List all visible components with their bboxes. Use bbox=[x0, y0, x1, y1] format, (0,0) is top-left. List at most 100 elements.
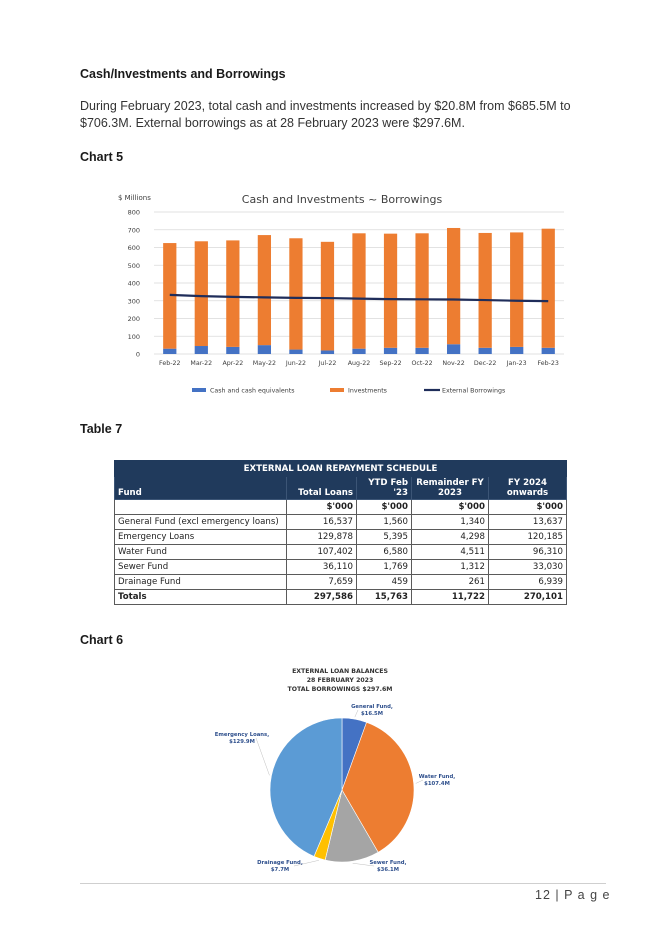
row-fy2024: 96,310 bbox=[488, 544, 567, 560]
table-title-row: EXTERNAL LOAN REPAYMENT SCHEDULE bbox=[114, 460, 567, 477]
row-fund: Emergency Loans bbox=[114, 529, 287, 545]
loan-repayment-table: EXTERNAL LOAN REPAYMENT SCHEDULE Fund To… bbox=[114, 460, 567, 605]
row-remainder: 4,298 bbox=[411, 529, 489, 545]
bar-investments bbox=[352, 233, 366, 349]
row-ytd: 1,769 bbox=[356, 559, 412, 575]
chart6-slices bbox=[269, 717, 415, 863]
row-ytd: 5,395 bbox=[356, 529, 412, 545]
unit-cell-blank bbox=[114, 499, 287, 515]
page-number: 12 | P a g e bbox=[535, 888, 611, 902]
unit-cell: $'000 bbox=[411, 499, 489, 515]
bar-investments bbox=[510, 232, 524, 347]
legend-swatch bbox=[192, 388, 206, 392]
table-row: General Fund (excl emergency loans) 16,5… bbox=[114, 514, 567, 530]
header-remainder-line1: Remainder FY bbox=[416, 478, 484, 488]
bar-investments bbox=[446, 227, 461, 345]
row-ytd: 459 bbox=[356, 574, 412, 590]
section-heading: Cash/Investments and Borrowings bbox=[80, 67, 286, 81]
legend-swatch bbox=[330, 388, 344, 392]
chart6-title-line-3: TOTAL BORROWINGS $297.6M bbox=[288, 686, 393, 693]
bar-cash bbox=[320, 350, 335, 354]
row-fund: Water Fund bbox=[114, 544, 287, 560]
chart5-x-tick-label: Nov-22 bbox=[442, 360, 464, 367]
bar-investments bbox=[289, 238, 303, 350]
row-fund: Drainage Fund bbox=[114, 574, 287, 590]
row-total: 129,878 bbox=[286, 529, 357, 545]
chart6-title: EXTERNAL LOAN BALANCES 28 FEBRUARY 2023 … bbox=[288, 668, 393, 693]
pie-label-name: Emergency Loans, bbox=[215, 732, 269, 738]
chart5-x-tick-label: Sep-22 bbox=[379, 360, 401, 367]
bar-cash bbox=[289, 349, 303, 354]
table-unit-row: $'000 $'000 $'000 $'000 bbox=[114, 499, 567, 515]
table-header-row: Fund Total Loans YTD Feb '23 Remainder F… bbox=[114, 476, 567, 500]
chart5-y-tick-label: 100 bbox=[128, 333, 140, 341]
unit-cell: $'000 bbox=[356, 499, 412, 515]
unit-cell: $'000 bbox=[286, 499, 357, 515]
table-row: Drainage Fund 7,659 459 261 6,939 bbox=[114, 574, 567, 590]
chart5-x-tick-label: Mar-22 bbox=[190, 360, 212, 367]
pie-label-name: General Fund, bbox=[351, 704, 393, 710]
chart5-borrowings-line bbox=[169, 293, 549, 303]
row-fy2024: 6,939 bbox=[488, 574, 567, 590]
header-total-loans: Total Loans bbox=[286, 476, 357, 500]
cash-investments-chart: Cash and Investments ~ Borrowings $ Mill… bbox=[118, 193, 564, 395]
row-remainder: 1,312 bbox=[411, 559, 489, 575]
totals-total: 297,586 bbox=[286, 589, 357, 605]
pie-label-name: Water Fund, bbox=[419, 774, 456, 780]
borrowings-line bbox=[169, 293, 549, 303]
row-ytd: 1,560 bbox=[356, 514, 412, 530]
totals-remainder: 11,722 bbox=[411, 589, 489, 605]
bar-investments bbox=[194, 241, 208, 347]
totals-ytd: 15,763 bbox=[356, 589, 412, 605]
row-ytd: 6,580 bbox=[356, 544, 412, 560]
chart5-x-tick-label: Dec-22 bbox=[474, 360, 496, 367]
table7-label: Table 7 bbox=[80, 422, 123, 436]
intro-paragraph: During February 2023, total cash and inv… bbox=[80, 98, 600, 132]
table-title: EXTERNAL LOAN REPAYMENT SCHEDULE bbox=[114, 460, 567, 477]
row-total: 7,659 bbox=[286, 574, 357, 590]
chart6-title-line-1: EXTERNAL LOAN BALANCES bbox=[292, 668, 388, 675]
footer-divider bbox=[80, 883, 606, 884]
row-fy2024: 13,637 bbox=[488, 514, 567, 530]
row-fund: Sewer Fund bbox=[114, 559, 287, 575]
pie-label-value: $129.9M bbox=[229, 739, 255, 745]
table-row: Emergency Loans 129,878 5,395 4,298 120,… bbox=[114, 529, 567, 545]
chart5-title: Cash and Investments ~ Borrowings bbox=[242, 193, 443, 206]
chart5-x-tick-label: May-22 bbox=[253, 360, 276, 367]
chart5-y-tick-label: 200 bbox=[128, 315, 140, 323]
table-row: Water Fund 107,402 6,580 4,511 96,310 bbox=[114, 544, 567, 560]
header-fy-line1: FY 2024 bbox=[507, 478, 547, 488]
row-total: 16,537 bbox=[286, 514, 357, 530]
chart5-x-tick-label: Jul-22 bbox=[318, 360, 337, 367]
pie-slice bbox=[269, 717, 343, 857]
pie-slice bbox=[341, 721, 415, 853]
bar-investments bbox=[541, 228, 555, 348]
pie-label-value: $107.4M bbox=[424, 781, 450, 787]
totals-fy2024: 270,101 bbox=[488, 589, 567, 605]
paragraph-line-1: During February 2023, total cash and inv… bbox=[80, 99, 571, 113]
chart5-x-tick-label: Jan-23 bbox=[506, 360, 527, 367]
bar-cash bbox=[541, 347, 555, 354]
pie-label-name: Drainage Fund, bbox=[257, 860, 303, 866]
pie-leader-line bbox=[352, 862, 375, 867]
chart5-y-ticks: 0 100 200 300 400 500 600 700 800 bbox=[128, 209, 140, 359]
bar-cash bbox=[257, 345, 272, 354]
paragraph-line-2: $706.3M. External borrowings as at 28 Fe… bbox=[80, 116, 465, 130]
row-remainder: 1,340 bbox=[411, 514, 489, 530]
chart5-y-tick-label: 300 bbox=[128, 297, 140, 305]
header-fund: Fund bbox=[114, 476, 287, 500]
pie-leader-line bbox=[255, 737, 270, 776]
table-row: Sewer Fund 36,110 1,769 1,312 33,030 bbox=[114, 559, 567, 575]
bar-investments bbox=[415, 233, 429, 348]
bar-investments bbox=[478, 232, 492, 348]
legend-label: Investments bbox=[348, 388, 387, 395]
loan-balances-pie-chart: EXTERNAL LOAN BALANCES 28 FEBRUARY 2023 … bbox=[215, 668, 456, 873]
pie-leader-line bbox=[354, 709, 359, 718]
pie-label-value: $7.7M bbox=[271, 867, 289, 873]
bar-investments bbox=[383, 233, 398, 348]
chart5-x-tick-label: Apr-22 bbox=[222, 360, 243, 367]
legend-label: External Borrowings bbox=[442, 388, 505, 395]
header-remainder: Remainder FY 2023 bbox=[411, 476, 489, 500]
chart5-y-tick-label: 700 bbox=[128, 226, 140, 234]
pie-label-value: $36.1M bbox=[377, 867, 399, 873]
